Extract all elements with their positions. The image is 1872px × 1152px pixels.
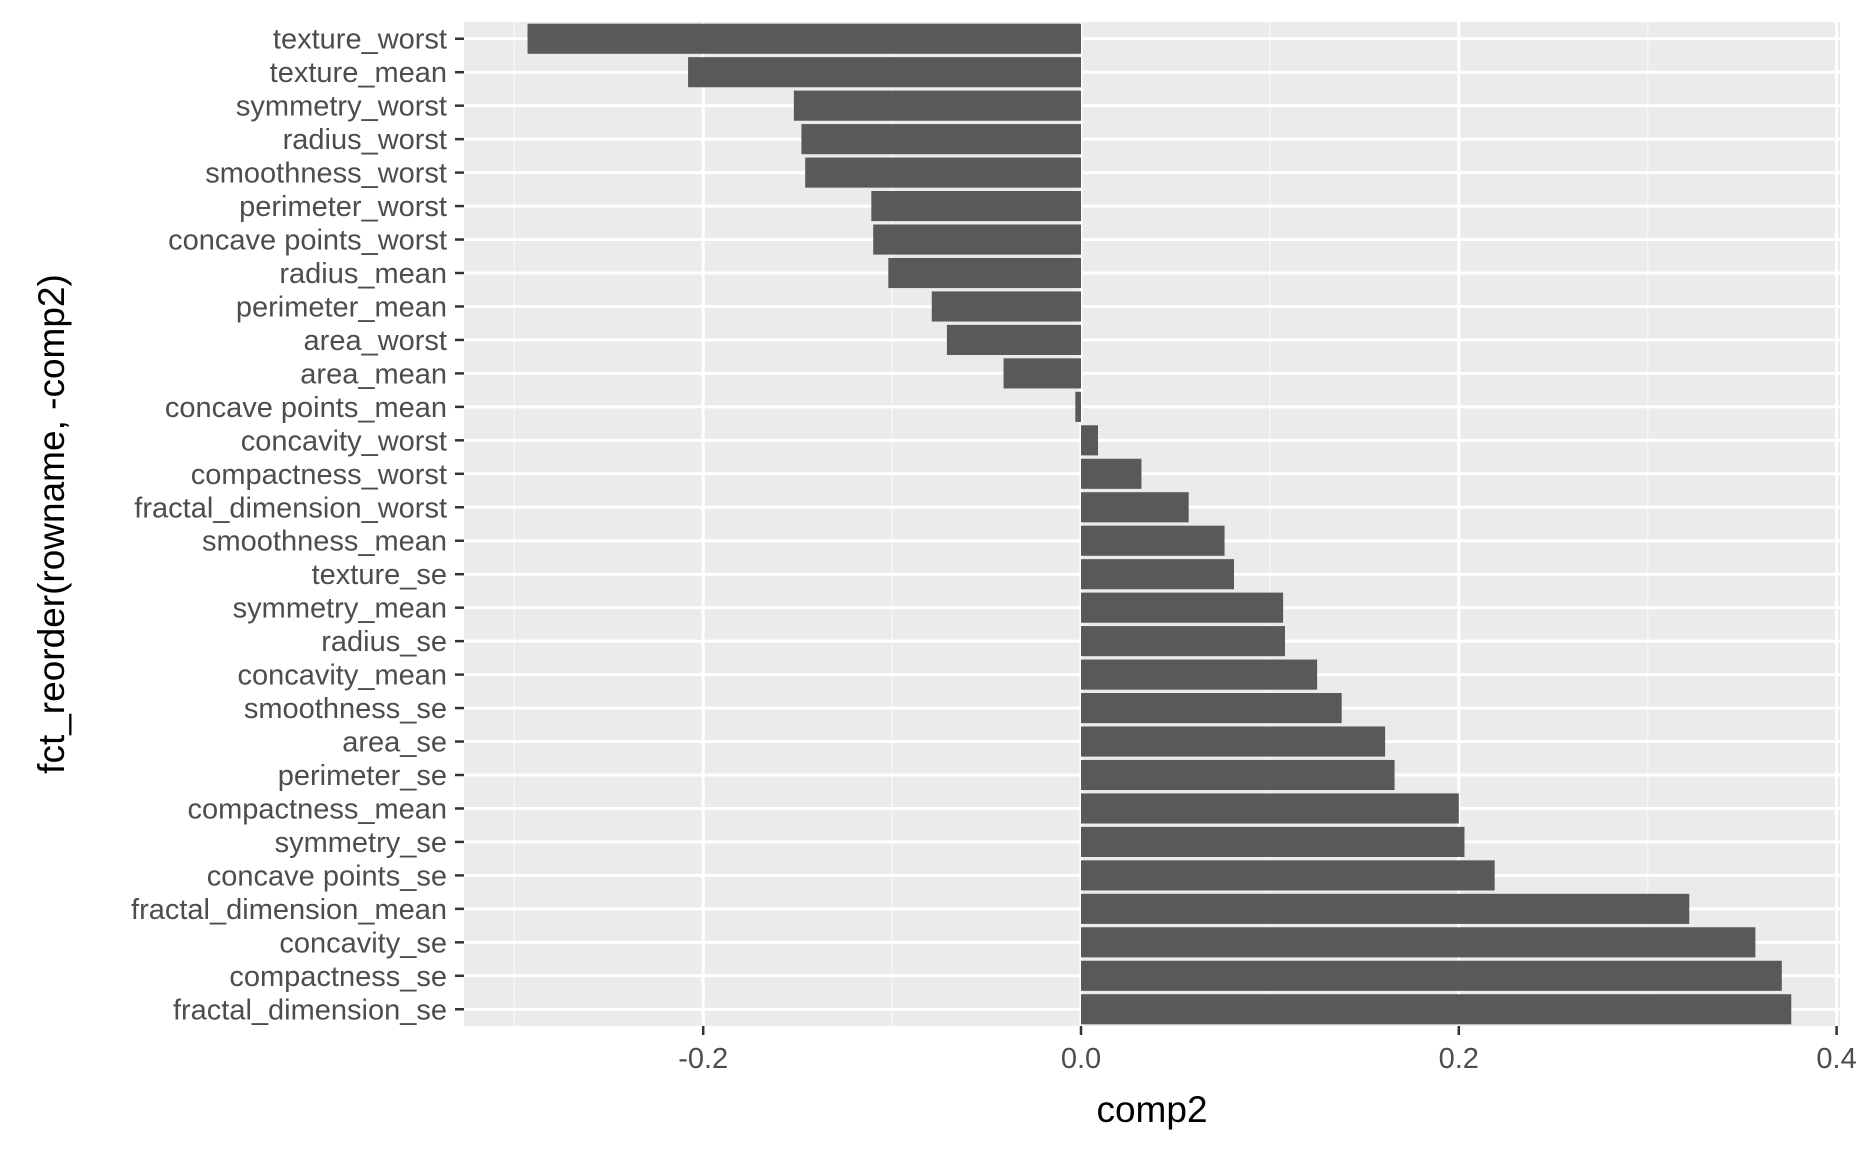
y-tick-label: concavity_se [279,927,447,959]
bar [871,191,1081,222]
x-axis-title: comp2 [1096,1089,1207,1130]
bar [1081,927,1756,958]
bar [1081,559,1235,590]
y-tick-label: area_mean [300,358,447,390]
bar [1081,726,1386,757]
bar [931,291,1081,322]
bar [1075,391,1081,422]
y-tick-label: area_worst [304,325,447,357]
y-tick-label: fractal_dimension_se [173,994,447,1026]
plot-panel [464,22,1840,1026]
bar [793,90,1081,121]
bar [873,224,1081,255]
y-tick-label: texture_worst [273,24,447,56]
bar [1081,425,1099,456]
bar [805,157,1081,188]
y-tick-label: smoothness_mean [202,526,447,558]
y-tick-label: fractal_dimension_worst [134,492,447,524]
y-tick-label: concave points_worst [168,225,447,257]
bar [946,324,1081,355]
bar [1081,693,1342,724]
minor-gridlines [513,22,1649,1026]
y-tick-label: symmetry_worst [236,91,447,123]
x-tick-label: 0.0 [1061,1043,1101,1075]
y-tick-label: smoothness_se [244,693,447,725]
x-tick-label: 0.4 [1816,1043,1856,1075]
y-axis-ticks: texture_worsttexture_meansymmetry_worstr… [131,24,464,1026]
bar [1081,960,1782,991]
bar [1081,525,1225,556]
y-tick-label: smoothness_worst [205,158,447,190]
y-tick-label: concavity_mean [237,660,447,692]
bar [1081,994,1792,1025]
y-tick-label: perimeter_worst [239,191,447,223]
y-tick-label: compactness_mean [187,793,447,825]
x-tick-label: -0.2 [678,1043,728,1075]
bar [688,57,1081,88]
bar [527,23,1081,54]
bar [1081,659,1318,690]
bar [1081,759,1395,791]
y-tick-label: perimeter_se [278,760,447,792]
bar [1081,893,1690,924]
x-axis-ticks: -0.2 0.0 0.2 0.4 [678,1026,1857,1075]
y-tick-label: fractal_dimension_mean [131,894,447,926]
y-tick-label: radius_se [321,626,447,658]
y-tick-label: symmetry_mean [233,593,447,625]
y-tick-label: concave points_se [207,860,447,892]
bar [801,124,1081,155]
y-tick-label: radius_mean [279,258,447,290]
x-tick-label: 0.2 [1439,1043,1479,1075]
y-axis-title: fct_reorder(rowname, -comp2) [31,274,72,774]
bars [527,23,1792,1025]
y-tick-label: texture_se [312,559,447,591]
bar [1081,826,1465,857]
bar [1081,626,1286,657]
y-tick-label: perimeter_mean [236,291,447,323]
bar [1081,592,1284,623]
bar [1081,458,1142,489]
bar [1081,793,1459,824]
y-tick-label: compactness_worst [191,459,447,491]
y-tick-label: concave points_mean [165,392,447,424]
bar [1081,492,1189,523]
bar [1003,358,1081,389]
bar [888,257,1081,289]
y-tick-label: texture_mean [270,57,447,89]
y-tick-label: radius_worst [283,124,447,156]
y-tick-label: compactness_se [229,961,447,993]
y-tick-label: area_se [342,727,447,759]
bar [1081,860,1495,891]
y-tick-label: symmetry_se [275,827,447,859]
y-tick-label: concavity_worst [241,425,447,457]
